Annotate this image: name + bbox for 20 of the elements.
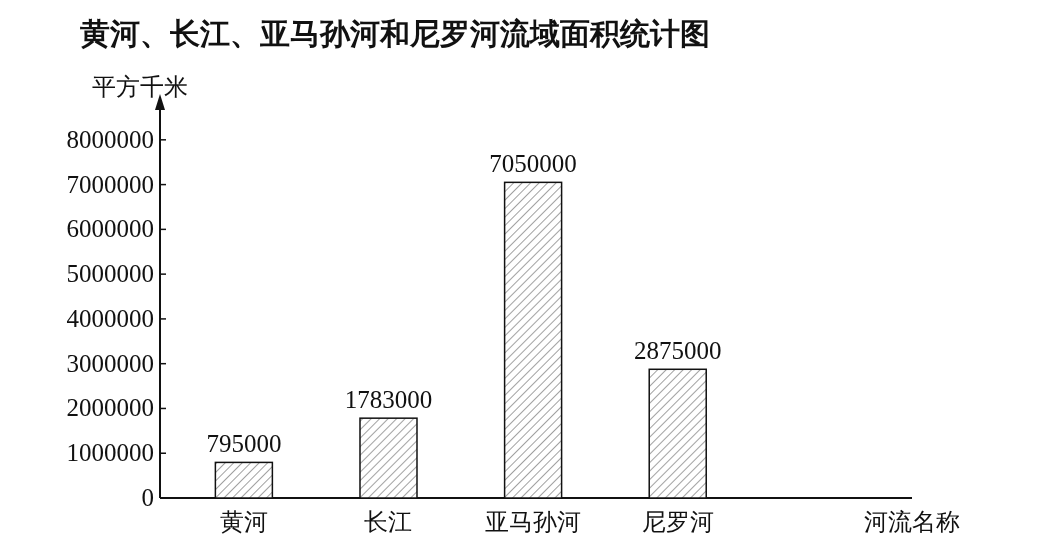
data-label: 2875000	[633, 337, 722, 365]
y-tick-label: 5000000	[66, 260, 154, 288]
y-tick-label: 8000000	[66, 125, 154, 153]
data-label: 7050000	[489, 150, 577, 178]
y-tick-label: 3000000	[66, 349, 154, 377]
y-tick-label: 2000000	[66, 394, 154, 422]
x-axis-title: 河流名称	[864, 509, 960, 535]
y-tick-label: 0	[141, 484, 154, 511]
chart-title: 黄河、长江、亚马孙河和尼罗河流域面积统计图	[80, 17, 710, 50]
y-tick-label: 7000000	[66, 170, 154, 198]
data-label: 1783000	[344, 386, 433, 414]
y-axis-title: 平方千米	[92, 74, 188, 100]
y-tick-label: 6000000	[66, 215, 154, 243]
y-tick-label: 1000000	[66, 439, 154, 467]
y-tick-label: 4000000	[66, 304, 154, 332]
x-tick-label: 亚马孙河	[485, 509, 582, 535]
x-tick-label: 长江	[364, 509, 413, 535]
x-tick-label: 尼罗河	[641, 509, 714, 535]
data-label: 795000	[206, 430, 282, 458]
x-tick-label: 黄河	[219, 509, 268, 535]
